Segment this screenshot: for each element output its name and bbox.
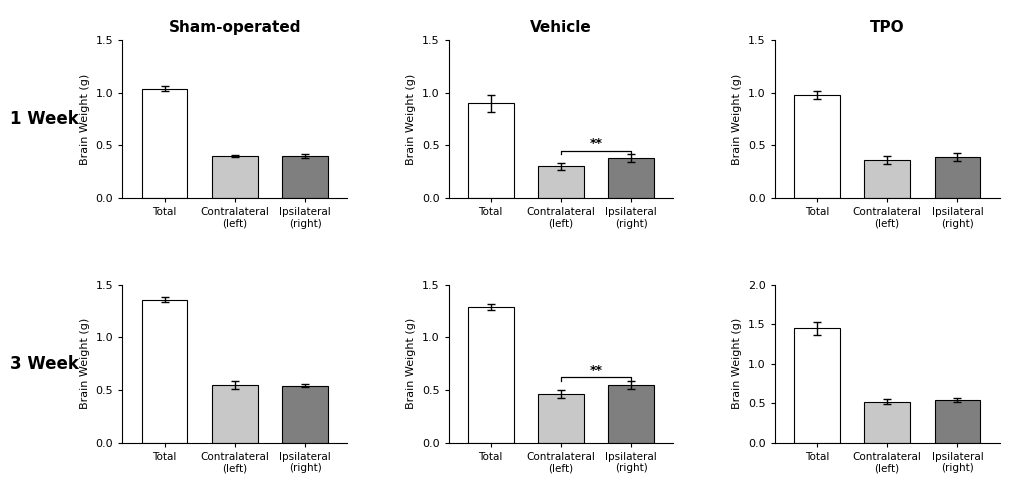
Bar xyxy=(793,95,839,198)
Bar xyxy=(793,328,839,443)
Text: 3 Week: 3 Week xyxy=(10,355,79,373)
Text: **: ** xyxy=(589,137,602,150)
Bar xyxy=(142,89,187,198)
Bar xyxy=(863,401,909,443)
Bar xyxy=(608,158,653,198)
Y-axis label: Brain Weight (g): Brain Weight (g) xyxy=(406,73,416,165)
Title: TPO: TPO xyxy=(869,20,904,35)
Bar xyxy=(212,385,258,443)
Bar xyxy=(468,103,513,198)
Bar xyxy=(933,400,979,443)
Y-axis label: Brain Weight (g): Brain Weight (g) xyxy=(732,318,742,409)
Text: 1 Week: 1 Week xyxy=(10,110,78,128)
Y-axis label: Brain Weight (g): Brain Weight (g) xyxy=(732,73,742,165)
Title: Vehicle: Vehicle xyxy=(530,20,591,35)
Bar xyxy=(538,394,583,443)
Bar xyxy=(933,157,979,198)
Bar xyxy=(863,160,909,198)
Bar xyxy=(468,307,513,443)
Text: **: ** xyxy=(589,364,602,377)
Bar xyxy=(282,156,328,198)
Y-axis label: Brain Weight (g): Brain Weight (g) xyxy=(81,73,90,165)
Bar xyxy=(282,386,328,443)
Bar xyxy=(538,166,583,198)
Bar xyxy=(142,300,187,443)
Bar xyxy=(608,385,653,443)
Y-axis label: Brain Weight (g): Brain Weight (g) xyxy=(406,318,416,409)
Title: Sham-operated: Sham-operated xyxy=(168,20,301,35)
Y-axis label: Brain Weight (g): Brain Weight (g) xyxy=(81,318,90,409)
Bar xyxy=(212,156,258,198)
